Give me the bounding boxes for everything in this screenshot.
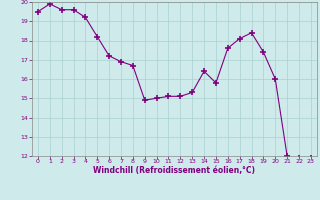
X-axis label: Windchill (Refroidissement éolien,°C): Windchill (Refroidissement éolien,°C) (93, 166, 255, 175)
